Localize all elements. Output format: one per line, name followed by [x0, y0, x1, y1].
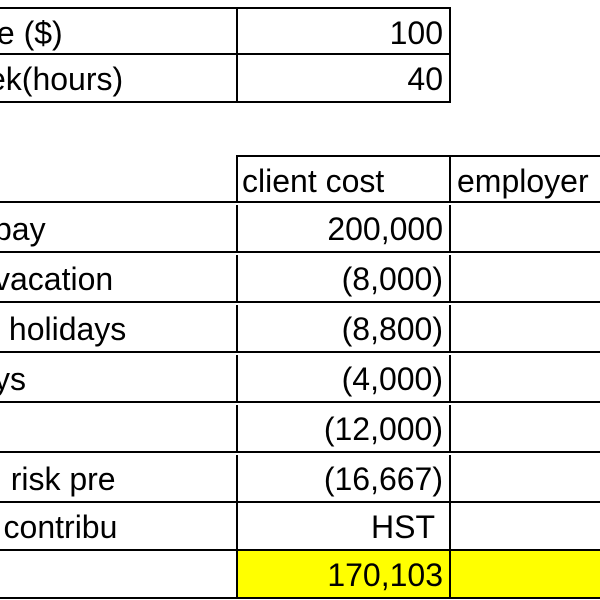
- rate-label-cell[interactable]: te ($): [0, 7, 236, 55]
- rate-label: te ($): [0, 15, 63, 51]
- row-label: ys: [0, 361, 26, 397]
- row-label-cell[interactable]: c holidays: [0, 305, 236, 353]
- table-row: n risk pre (16,667): [0, 455, 600, 503]
- row-label: vacation: [0, 261, 114, 297]
- row-label: r contribu: [0, 509, 118, 545]
- table-row: vacation (8,000): [0, 255, 600, 303]
- employer-header: employer: [457, 163, 589, 199]
- row-extra-cell[interactable]: [451, 255, 600, 303]
- total-value: 170,103: [327, 557, 443, 593]
- hours-value-cell[interactable]: 40: [236, 55, 451, 103]
- row-value: 200,000: [327, 211, 443, 247]
- table-row: (12,000): [0, 405, 600, 453]
- total-value-cell[interactable]: 170,103: [236, 551, 451, 599]
- rate-value-cell[interactable]: 100: [236, 7, 451, 55]
- row-label-cell[interactable]: n risk pre: [0, 455, 236, 503]
- row-extra-cell[interactable]: [451, 205, 600, 253]
- row-value-cell[interactable]: (12,000): [236, 405, 451, 453]
- row-label-cell[interactable]: r contribu: [0, 503, 236, 551]
- row-extra-cell[interactable]: [451, 405, 600, 453]
- hours-value: 40: [407, 61, 443, 97]
- row-value-cell[interactable]: (8,000): [236, 255, 451, 303]
- row-value: (8,000): [341, 261, 443, 297]
- hours-label-cell[interactable]: ek(hours): [0, 55, 236, 103]
- row-value: (4,000): [341, 361, 443, 397]
- row-extra-cell[interactable]: [451, 305, 600, 353]
- row-label: pay: [0, 211, 46, 247]
- rate-row: te ($) 100: [0, 7, 600, 55]
- row-label-cell[interactable]: [0, 405, 236, 453]
- row-label: n risk pre: [0, 461, 116, 497]
- row-value: HST: [371, 509, 435, 545]
- row-value-cell[interactable]: 200,000: [236, 205, 451, 253]
- row-extra-cell[interactable]: [451, 455, 600, 503]
- row-extra-cell[interactable]: [451, 503, 600, 551]
- table-row: c holidays (8,800): [0, 305, 600, 353]
- row-label-cell[interactable]: pay: [0, 205, 236, 253]
- row-value: (16,667): [323, 461, 443, 497]
- table-row: ys (4,000): [0, 355, 600, 403]
- hours-row: ek(hours) 40: [0, 55, 600, 103]
- row-label-cell[interactable]: ys: [0, 355, 236, 403]
- employer-header-cell[interactable]: employer: [451, 155, 600, 203]
- total-label-cell[interactable]: [0, 551, 236, 599]
- client-cost-header: client cost: [242, 163, 385, 199]
- row-label-cell[interactable]: vacation: [0, 255, 236, 303]
- total-row: 170,103: [0, 551, 600, 599]
- table-row: r contribu HST: [0, 503, 600, 551]
- client-cost-header-cell[interactable]: client cost: [236, 155, 451, 203]
- row-value-cell[interactable]: HST: [236, 503, 451, 551]
- total-extra-cell[interactable]: [451, 551, 600, 599]
- header-blank-cell[interactable]: [0, 155, 236, 203]
- rate-value: 100: [389, 15, 443, 51]
- hours-label: ek(hours): [0, 61, 124, 97]
- row-label: c holidays: [0, 311, 127, 347]
- row-extra-cell[interactable]: [451, 355, 600, 403]
- header-row: client cost employer: [0, 155, 600, 203]
- row-value-cell[interactable]: (16,667): [236, 455, 451, 503]
- table-row: pay 200,000: [0, 205, 600, 253]
- row-value: (12,000): [323, 411, 443, 447]
- row-value-cell[interactable]: (4,000): [236, 355, 451, 403]
- row-value: (8,800): [341, 311, 443, 347]
- row-value-cell[interactable]: (8,800): [236, 305, 451, 353]
